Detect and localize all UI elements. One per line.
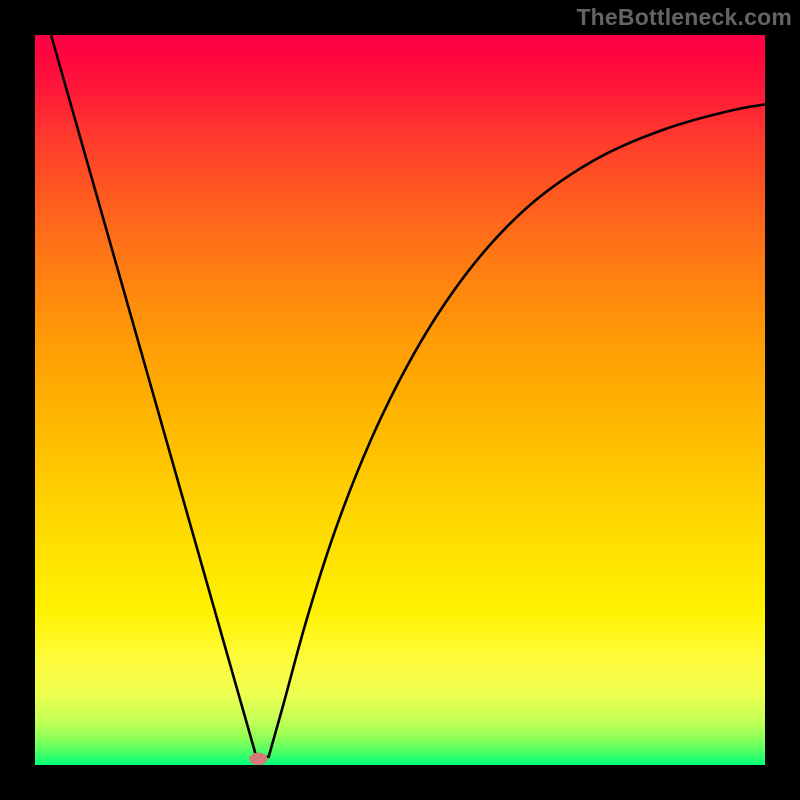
plot-svg xyxy=(35,35,765,765)
gradient-background xyxy=(35,35,765,765)
watermark-text: TheBottleneck.com xyxy=(576,4,792,31)
stage: TheBottleneck.com xyxy=(0,0,800,800)
plot-area xyxy=(35,35,765,765)
optimum-marker xyxy=(249,753,267,765)
